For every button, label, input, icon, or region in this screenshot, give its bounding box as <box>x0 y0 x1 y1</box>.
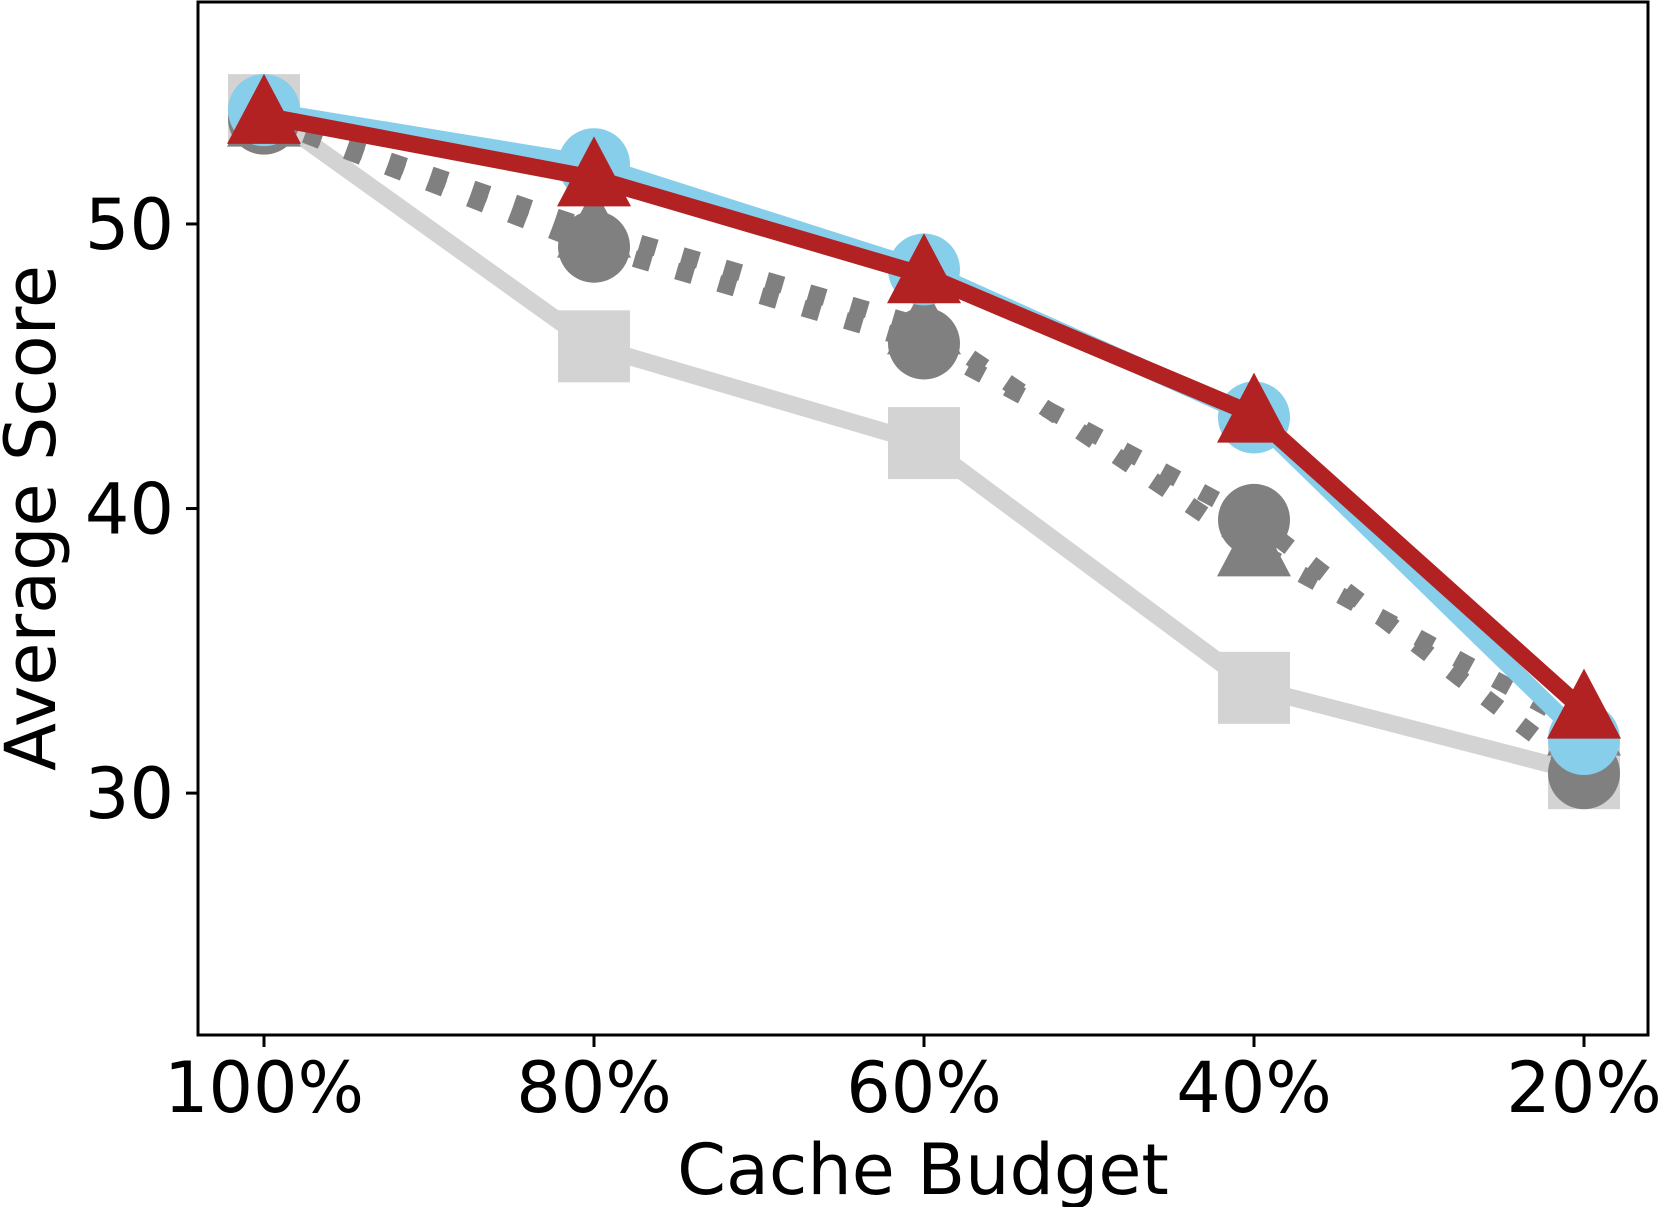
data-point-triangle <box>887 284 961 355</box>
x-axis-label: Cache Budget <box>677 1129 1169 1207</box>
data-point-triangle <box>1547 668 1621 739</box>
axes-layer: 100% 80% 60% 40% 20% 30 40 50 <box>85 184 1659 1129</box>
series-line <box>261 110 1589 736</box>
data-point-triangle <box>887 233 961 304</box>
data-point-square <box>558 310 630 383</box>
x-tick-label: 60% <box>846 1047 1002 1129</box>
data-point-square <box>1218 651 1290 724</box>
x-tick-label: 100% <box>164 1047 364 1129</box>
y-axis-label: Average Score <box>0 265 72 771</box>
data-point-triangle <box>557 136 631 207</box>
series-layer <box>227 73 1621 810</box>
x-tick-label: 20% <box>1506 1047 1659 1129</box>
s-red-triangle <box>227 73 1621 739</box>
plot-frame <box>196 0 1650 1037</box>
data-point-triangle <box>1217 506 1291 577</box>
x-tick-label: 40% <box>1176 1047 1332 1129</box>
y-tick-label: 50 <box>85 184 174 266</box>
data-point-triangle <box>1217 372 1291 443</box>
data-point-triangle <box>227 73 301 144</box>
data-point-square <box>888 407 960 480</box>
series-line <box>260 110 1590 780</box>
data-point-triangle <box>557 187 631 258</box>
y-tick-label: 30 <box>85 753 174 835</box>
x-tick-label: 80% <box>516 1047 672 1129</box>
y-tick-label: 40 <box>85 469 174 551</box>
